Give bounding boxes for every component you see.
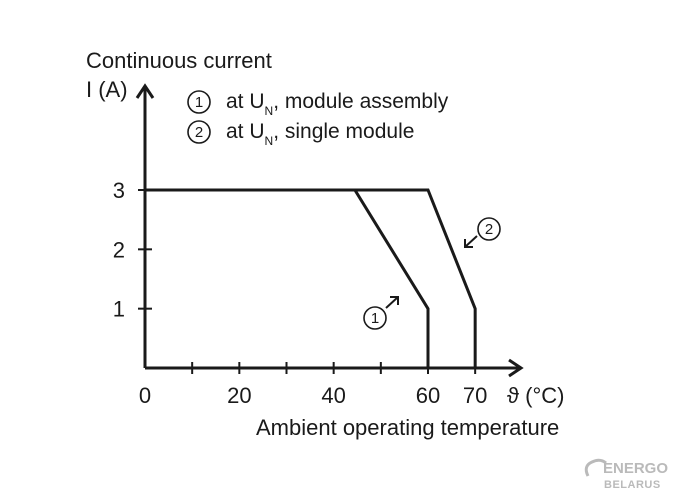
y-axis-arrow [135,83,155,99]
x-axis-arrow [508,358,524,378]
ticks: 0 20 40 60 70 1 2 3 [113,178,488,408]
legend: 1 at UN, module assembly 2 at UN, single… [187,90,449,148]
legend-marker-2 [187,120,211,144]
legend-marker-2-number: 2 [195,124,203,141]
legend-marker-1-number: 1 [195,94,203,111]
curve-label-2-arrow-shaft [464,235,478,248]
x-tick-label-40: 40 [321,383,345,408]
y-tick-label-3: 3 [113,178,125,203]
watermark-line1: ENERGO [603,460,668,477]
series-line-1 [145,188,430,368]
curve-label-1-arrow-shaft [385,296,399,309]
x-tick-label-0: 0 [139,383,151,408]
legend-text-1: at UN, module assembly [226,90,449,118]
y-axis-title-line1: Continuous current [86,48,272,73]
x-axis-unit-label: ϑ (°C) [507,383,564,408]
watermark-logo: ENERGO BELARUS [584,458,668,491]
axes [135,83,524,378]
series-line-2 [145,188,477,368]
y-tick-label-1: 1 [113,297,125,322]
curve-label-2-arrow-head [464,239,473,248]
x-tick-label-60: 60 [416,383,440,408]
watermark-line2: BELARUS [604,479,661,491]
x-axis-title: Ambient operating temperature [256,415,559,440]
x-tick-label-70: 70 [463,383,487,408]
legend-item-2: 2 at UN, single module [187,120,414,148]
curve-label-2-number: 2 [485,221,493,238]
legend-marker-1 [187,90,211,114]
curve-label-2: 2 [464,217,501,248]
curve-label-1-arrow-head [390,296,399,305]
curve-label-1-number: 1 [371,310,379,327]
legend-item-1: 1 at UN, module assembly [187,90,449,118]
curve-label-1-circle [363,306,387,330]
x-tick-label-20: 20 [227,383,251,408]
curves [145,188,477,368]
y-axis-title-line2: I (A) [86,77,128,102]
curve-label-2-circle [477,217,501,241]
curve-label-1: 1 [363,296,399,330]
y-tick-label-2: 2 [113,237,125,262]
legend-text-2: at UN, single module [226,120,414,148]
watermark-swoosh-icon [584,458,607,477]
